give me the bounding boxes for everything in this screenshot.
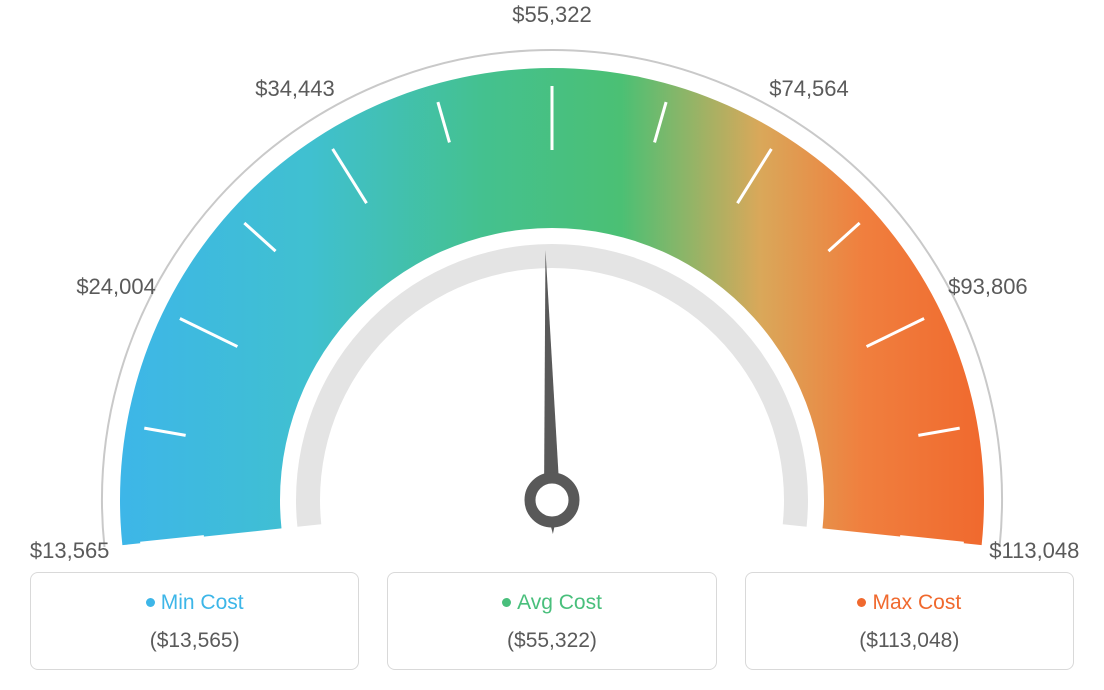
min-cost-title-text: Min Cost	[161, 591, 244, 614]
min-cost-card: Min Cost ($13,565)	[30, 572, 359, 670]
dot-icon	[146, 598, 155, 607]
gauge-tick-label: $74,564	[769, 76, 849, 102]
dot-icon	[502, 598, 511, 607]
summary-cards: Min Cost ($13,565) Avg Cost ($55,322) Ma…	[30, 572, 1074, 670]
min-cost-value: ($13,565)	[41, 629, 348, 653]
max-cost-title: Max Cost	[756, 591, 1063, 615]
min-cost-title: Min Cost	[41, 591, 348, 615]
max-cost-value: ($113,048)	[756, 629, 1063, 653]
gauge-tick-label: $24,004	[76, 274, 156, 300]
dot-icon	[857, 598, 866, 607]
avg-cost-title-text: Avg Cost	[517, 591, 602, 614]
gauge-tick-label: $93,806	[948, 274, 1028, 300]
gauge-svg	[0, 0, 1104, 560]
max-cost-card: Max Cost ($113,048)	[745, 572, 1074, 670]
gauge-tick-label: $34,443	[255, 76, 335, 102]
avg-cost-card: Avg Cost ($55,322)	[387, 572, 716, 670]
gauge-area: $13,565$24,004$34,443$55,322$74,564$93,8…	[0, 0, 1104, 560]
max-cost-title-text: Max Cost	[872, 591, 961, 614]
gauge-tick-label: $113,048	[989, 538, 1079, 564]
gauge-tick-label: $13,565	[30, 538, 110, 564]
avg-cost-value: ($55,322)	[398, 629, 705, 653]
avg-cost-title: Avg Cost	[398, 591, 705, 615]
gauge-tick-label: $55,322	[512, 2, 592, 28]
cost-gauge-chart: $13,565 $24,004 $34,443 $55,322 $74,564 $93,8…	[0, 0, 1104, 690]
